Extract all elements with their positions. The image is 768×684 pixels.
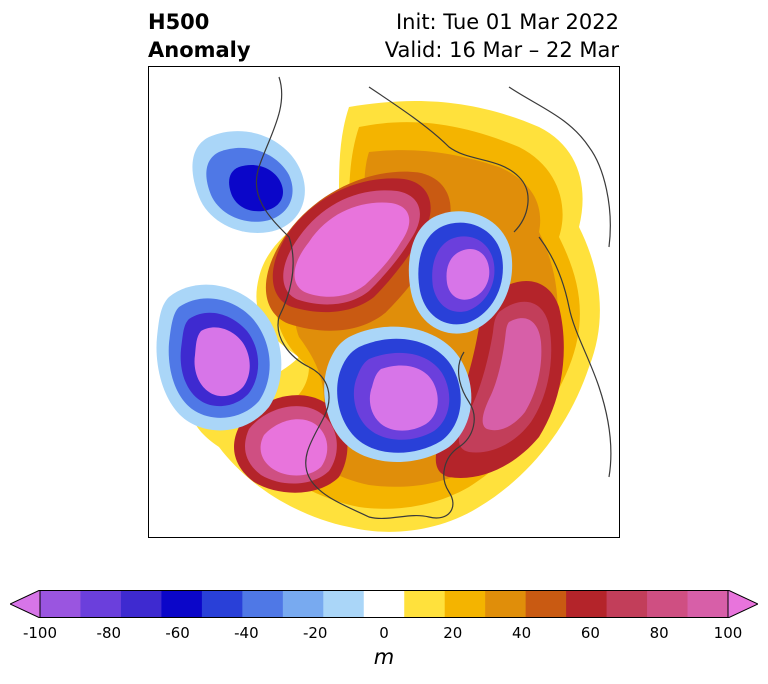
trough-arctic [408,211,513,334]
colorbar-extend-over [727,590,758,618]
colorbar [10,590,758,618]
colorbar-tick-label: -80 [96,624,122,642]
colorbar-frame [39,590,729,618]
colorbar-tick-label: -60 [165,624,190,642]
map-canvas [156,76,612,532]
title-line-variable: H500 [148,10,210,34]
trough-east-north-america [324,326,472,462]
continent-outlines [255,76,612,520]
ridge-core-canada [265,171,451,331]
colorbar-segment [687,590,729,618]
valid-range: Valid: 16 Mar – 22 Mar [384,38,619,62]
colorbar-tick-label: -100 [22,624,58,642]
colorbar-segment [161,590,203,618]
colorbar-tick-label: 100 [713,624,743,642]
colorbar-segment [80,590,122,618]
anomaly-map [148,66,620,538]
colorbar-tick-label: 0 [379,624,389,642]
ridge-europe [435,280,564,478]
colorbar-segment [566,590,608,618]
arctic-coast [368,86,529,233]
colorbar-segment [404,590,446,618]
colorbar-tick-label: 20 [443,624,463,642]
colorbar-segment [363,590,405,618]
colorbar-segment [201,590,243,618]
trough-west-pacific [192,131,305,233]
colorbar-unit: m [373,645,395,669]
colorbar-segment [120,590,162,618]
colorbar-extend-under [10,590,41,618]
colorbar-segment [323,590,365,618]
colorbar-segment [242,590,284,618]
colorbar-tick-label: -40 [234,624,259,642]
colorbar-segment [525,590,567,618]
colorbar-ticks: -100 -80 -60 -40 -20 0 20 40 60 80 100 [0,624,768,644]
trough-central-pacific [156,284,282,431]
ridge-pacific-southwest [234,395,348,493]
colorbar-tick-label: 40 [512,624,532,642]
colorbar-tick-label: -20 [302,624,328,642]
colorbar-segment [40,590,81,618]
colorbar-segment [444,590,486,618]
colorbar-segment [485,590,527,618]
colorbar-tick-label: 60 [580,624,600,642]
plot-title: H500 Anomaly [148,8,251,64]
greenland-coast [508,86,611,248]
init-date: Init: Tue 01 Mar 2022 [395,10,619,34]
north-america-coast [255,76,475,520]
europe-coast [538,236,612,478]
title-line-anomaly: Anomaly [148,38,251,62]
colorbar-segment [647,590,689,618]
colorbar-segment [606,590,648,618]
colorbar-segment [282,590,324,618]
colorbar-tick-label: 80 [649,624,669,642]
date-info: Init: Tue 01 Mar 2022 Valid: 16 Mar – 22… [385,8,619,64]
